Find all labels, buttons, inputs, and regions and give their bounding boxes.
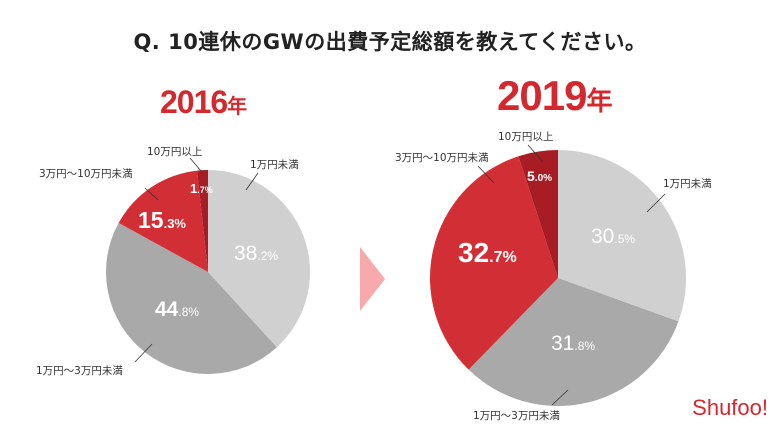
pie-slice (105, 222, 277, 375)
data-label-int: 44 (155, 298, 179, 321)
data-label-dec: .3% (164, 216, 187, 231)
data-label-int: 5 (527, 168, 535, 184)
pie-2016 (105, 170, 310, 375)
category-label: 1万円〜3万円未満 (473, 410, 560, 422)
data-label: 1.7% (190, 181, 213, 196)
labels-2016: 10万円以上 3万円〜10万円未満 1万円未満 1万円〜3万円未満 (36, 146, 299, 377)
pie-slice (518, 150, 558, 278)
data-label-dec: .8% (178, 305, 199, 319)
data-label: 30.5% (591, 225, 635, 248)
arrow-right-icon (360, 247, 385, 311)
pie-slice (430, 156, 558, 370)
shufoo-logo: Shufoo! (692, 395, 768, 420)
data-label-int: 1 (190, 181, 197, 196)
category-label: 3万円〜10万円未満 (39, 168, 133, 180)
category-label: 1万円未満 (663, 178, 712, 190)
data-label-int: 31 (551, 332, 574, 355)
data-label-int: 30 (591, 225, 614, 248)
data-label-int: 15 (138, 207, 164, 233)
data-label-dec: .5% (614, 232, 635, 246)
leader-line (527, 144, 544, 163)
category-label: 10万円以上 (498, 131, 553, 143)
category-label: 3万円〜10万円未満 (395, 152, 489, 164)
year-suffix: 年 (586, 86, 613, 116)
leader-line (646, 193, 666, 213)
pie-slice (558, 150, 686, 322)
data-label-dec: .2% (257, 249, 278, 263)
data-label: 5.0% (527, 168, 552, 184)
data-label: 31.8% (551, 332, 595, 355)
data-label-dec: .8% (574, 339, 595, 353)
data-label: 32.7% (458, 237, 517, 268)
leader-line (134, 343, 153, 363)
data-label-int: 38 (234, 242, 257, 265)
leader-line (189, 157, 202, 172)
category-label: 1万円未満 (250, 159, 299, 171)
pie-slice (468, 278, 679, 406)
pie-slice (118, 170, 208, 272)
data-label: 38.2% (234, 242, 278, 265)
pct-labels-2016: 38.2% 44.8% 15.3% 1.7% (138, 181, 278, 321)
data-label: 44.8% (155, 298, 199, 321)
data-label-dec: .0% (535, 173, 552, 184)
year-heading-2019: 2019年 (497, 72, 612, 120)
leader-line (477, 165, 495, 184)
year-number: 2016 (160, 84, 228, 120)
labels-2019: 10万円以上 3万円〜10万円未満 1万円未満 1万円〜3万円未満 (395, 131, 712, 422)
pie-slice (208, 170, 310, 348)
year-suffix: 年 (227, 96, 248, 118)
leader-line (245, 172, 259, 191)
pie-2019 (430, 150, 686, 406)
pct-labels-2019: 30.5% 31.8% 32.7% 5.0% (458, 168, 635, 355)
data-label-dec: .7% (197, 185, 213, 195)
category-label: 10万円以上 (147, 146, 202, 158)
year-heading-2016: 2016年 (160, 84, 247, 121)
leader-line (144, 187, 159, 201)
year-number: 2019 (497, 72, 587, 119)
chart-title: Q. 10連休のGWの出費予定総額を教えてください。 (133, 30, 647, 54)
leader-line (551, 389, 569, 406)
data-label: 15.3% (138, 207, 186, 233)
data-label-dec: .7% (489, 249, 517, 266)
category-label: 1万円〜3万円未満 (36, 365, 123, 377)
pie-slice (197, 170, 208, 272)
data-label-int: 32 (458, 237, 489, 268)
